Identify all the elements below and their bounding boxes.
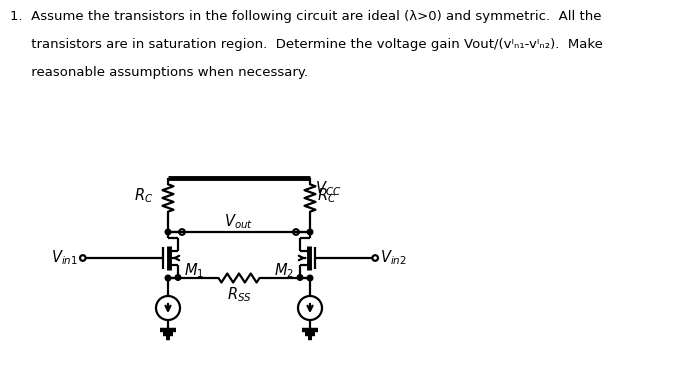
Circle shape [298,275,303,280]
Text: transistors are in saturation region.  Determine the voltage gain Vout/(vᴵₙ₁-vᴵₙ: transistors are in saturation region. De… [10,38,603,51]
Circle shape [165,229,171,235]
Text: $V_{in1}$: $V_{in1}$ [51,249,78,267]
Text: $V_{CC}$: $V_{CC}$ [315,179,342,198]
Text: $R_{SS}$: $R_{SS}$ [227,285,251,304]
Text: $M_1$: $M_1$ [184,261,204,280]
Text: $R_C$: $R_C$ [134,187,153,206]
Circle shape [307,229,313,235]
Circle shape [165,275,171,281]
Text: reasonable assumptions when necessary.: reasonable assumptions when necessary. [10,66,308,79]
Text: $M_2$: $M_2$ [274,261,294,280]
Text: $V_{out}$: $V_{out}$ [225,212,253,231]
Text: $V_{in2}$: $V_{in2}$ [380,249,407,267]
Text: $R_C$: $R_C$ [317,187,336,206]
Circle shape [175,275,181,280]
Circle shape [307,275,313,281]
Text: 1.  Assume the transistors in the following circuit are ideal (λ>0) and symmetri: 1. Assume the transistors in the followi… [10,10,601,23]
